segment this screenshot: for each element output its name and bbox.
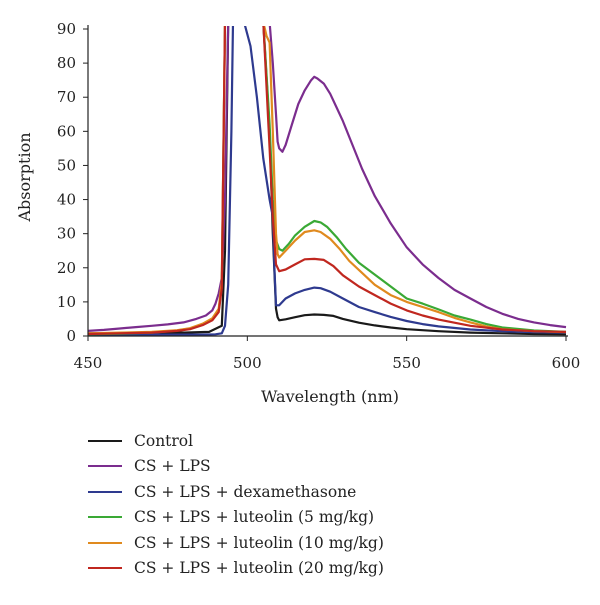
legend-label: CS + LPS + luteolin (20 mg/kg) [134,559,384,578]
y-tick-label: 60 [57,122,76,140]
series-line [88,26,567,336]
y-tick-label: 20 [57,259,76,277]
legend-item: CS + LPS + dexamethasone [88,479,384,505]
series-line [88,26,567,336]
legend-item: CS + LPS [88,454,384,480]
y-tick-label: 50 [57,156,76,174]
legend-label: CS + LPS [134,457,211,476]
legend-item: CS + LPS + luteolin (20 mg/kg) [88,556,384,582]
legend-swatch [88,465,122,468]
y-tick-label: 90 [57,20,76,38]
legend-swatch [88,439,122,442]
x-tick-label: 450 [74,354,103,372]
legend-swatch [88,490,122,493]
chart: 0 10 20 30 40 50 60 70 80 90 450 500 550 600 Wavelen… [15,20,581,406]
x-tick-label: 500 [233,354,262,372]
legend-label: CS + LPS + luteolin (5 mg/kg) [134,508,375,527]
series-line [88,26,567,335]
series-layer [88,26,567,336]
legend-item: CS + LPS + luteolin (5 mg/kg) [88,505,384,531]
x-axis-label: Wavelength (nm) [261,387,399,406]
series-line [88,26,567,332]
x-ticks: 450 500 550 600 [74,336,581,372]
y-tick-label: 0 [66,327,76,345]
legend-swatch [88,541,122,544]
y-tick-label: 30 [57,225,76,243]
y-tick-label: 40 [57,191,76,209]
legend-item: Control [88,428,384,454]
x-tick-label: 600 [552,354,581,372]
y-ticks: 0 10 20 30 40 50 60 70 80 90 [57,20,88,345]
series-line [88,26,567,336]
series-line [88,26,567,336]
y-axis-label: Absorption [15,132,34,222]
legend-label: CS + LPS + luteolin (10 mg/kg) [134,533,384,552]
y-tick-label: 80 [57,54,76,72]
legend-item: CS + LPS + luteolin (10 mg/kg) [88,530,384,556]
y-tick-label: 70 [57,88,76,106]
legend-label: CS + LPS + dexamethasone [134,482,357,501]
legend-label: Control [134,431,194,450]
y-tick-label: 10 [57,293,76,311]
legend: Control CS + LPS CS + LPS + dexamethasone C… [88,428,384,581]
legend-swatch [88,516,122,519]
legend-swatch [88,567,122,570]
x-tick-label: 550 [392,354,421,372]
